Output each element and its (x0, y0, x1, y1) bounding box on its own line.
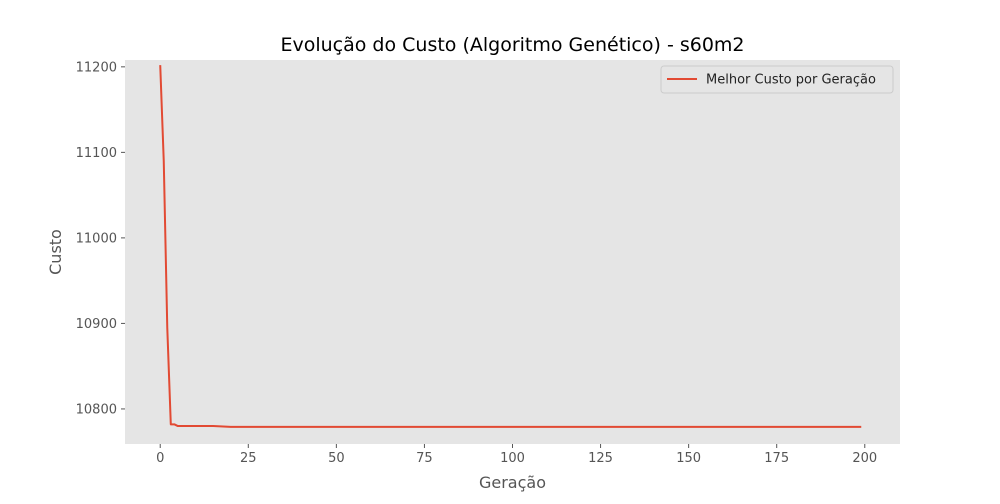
y-tick-label: 11000 (76, 231, 117, 246)
x-tick-label: 25 (240, 451, 257, 466)
y-tick-label: 10900 (76, 317, 117, 332)
x-tick-label: 125 (588, 451, 613, 466)
plot-area (125, 60, 900, 444)
x-tick-label: 150 (676, 451, 701, 466)
y-axis-label: Custo (46, 229, 65, 275)
y-tick-label: 11200 (76, 60, 117, 75)
x-axis-label: Geração (479, 473, 546, 492)
chart-title: Evolução do Custo (Algoritmo Genético) -… (280, 34, 744, 56)
legend: Melhor Custo por Geração (660, 65, 894, 94)
x-tick-label: 75 (416, 451, 433, 466)
x-tick-label: 50 (328, 451, 345, 466)
y-tick-label: 11100 (76, 146, 117, 161)
y-axis-ticks: 10800 10900 11000 11100 11200 (76, 60, 125, 417)
y-tick-label: 10800 (76, 402, 117, 417)
x-axis-ticks: 0 25 50 75 100 125 150 175 200 (156, 444, 877, 466)
x-tick-label: 175 (764, 451, 789, 466)
x-tick-label: 100 (500, 451, 525, 466)
series-group (159, 65, 862, 428)
x-tick-label: 0 (156, 451, 164, 466)
x-tick-label: 200 (852, 451, 877, 466)
legend-box (660, 65, 894, 94)
legend-label: Melhor Custo por Geração (706, 73, 876, 88)
series-line-melhor-custo (159, 65, 862, 428)
